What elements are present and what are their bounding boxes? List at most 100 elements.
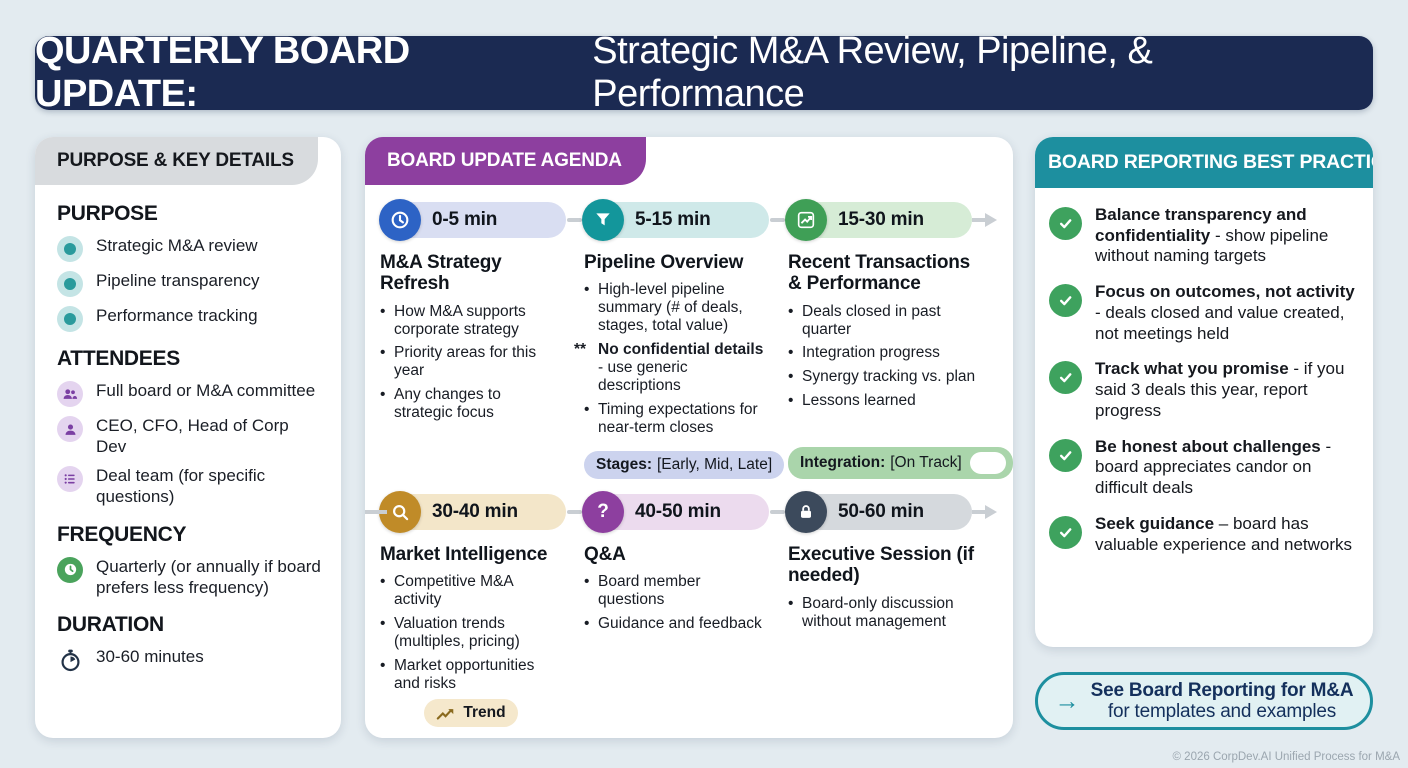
timeline-connector <box>770 218 785 222</box>
practice-text: Balance transparency and confidentiality… <box>1095 205 1359 267</box>
page-title-rest: Strategic M&A Review, Pipeline, & Perfor… <box>592 30 1153 115</box>
practice-rest: - show pipeline without naming targets <box>1095 225 1329 266</box>
practice-bold: Track what you promise <box>1095 359 1289 379</box>
bullet-dot-icon <box>57 236 83 262</box>
agenda-item-pipeline-overview: Pipeline Overview • High-level pipeline s… <box>574 241 788 491</box>
attendee-item-label: CEO, CFO, Head of Corp Dev <box>96 416 289 456</box>
check-icon <box>1049 284 1082 318</box>
note-bold: No confidential details <box>598 341 764 359</box>
person-icon <box>57 416 83 442</box>
bullet-text: Competitive M&A activity <box>394 573 513 609</box>
list-item: • Integration progress <box>788 344 940 362</box>
best-practices-header: BOARD REPORTING BEST PRACTICES <box>1035 137 1373 188</box>
question-icon: ? <box>582 491 624 533</box>
bullet-dot-icon <box>57 271 83 297</box>
list-item: • Guidance and feedback <box>584 615 762 633</box>
check-icon <box>1049 438 1082 472</box>
agenda-time-label: 30-40 min <box>432 501 518 522</box>
list-item: • Timing expectations for near-term close… <box>584 401 766 437</box>
practice-rest: - board appreciates candor on difficult … <box>1095 436 1332 498</box>
bullet-text: Lessons learned <box>802 392 916 410</box>
purpose-key-details-panel: PURPOSE & KEY DETAILS PURPOSE Strategic … <box>35 137 341 738</box>
practice-text: Focus on outcomes, not activity - deals … <box>1095 282 1359 344</box>
list-item: • Board member questions <box>584 573 766 609</box>
people-icon <box>57 381 83 407</box>
attendees-heading: ATTENDEES <box>57 347 180 370</box>
asterisk-marker: ** <box>574 341 587 359</box>
practice-item: Seek guidance – board has valuable exper… <box>1049 514 1359 555</box>
bullet-text: Synergy tracking vs. plan <box>802 368 976 386</box>
list-item: • Deals closed in past quarter <box>788 303 976 339</box>
agenda-pill-6: 50-60 min <box>785 491 972 533</box>
agenda-time-label: 0-5 min <box>432 209 498 230</box>
chart-up-icon <box>785 199 827 241</box>
check-icon <box>1049 207 1082 240</box>
badge-label: Stages: <box>596 456 652 473</box>
timeline-connector <box>567 218 582 222</box>
practice-text: Track what you promise - if you said 3 d… <box>1095 359 1359 421</box>
copyright-text: © 2026 CorpDev.AI Unified Process for M&… <box>1172 751 1401 763</box>
bullet-text: Board member questions <box>598 573 701 609</box>
stopwatch-icon <box>57 647 83 673</box>
list-item: 30-60 minutes <box>57 647 323 673</box>
list-item: Quarterly (or annually if board prefers … <box>57 556 323 598</box>
list-item: Full board or M&A committee <box>57 381 323 407</box>
toggle-indicator <box>969 452 1006 474</box>
timeline-arrow-icon <box>972 503 998 521</box>
stages-badge: Stages: [Early, Mid, Late] <box>584 451 785 479</box>
agenda-item-title: Q&A <box>584 544 626 565</box>
agenda-item-ma-strategy: M&A Strategy Refresh • How M&A supports c… <box>380 241 584 491</box>
practice-item: Track what you promise - if you said 3 d… <box>1049 359 1359 421</box>
agenda-item-market-intelligence: Market Intelligence • Competitive M&A act… <box>380 533 584 741</box>
agenda-item-title: Market Intelligence <box>380 544 548 565</box>
see-board-reporting-button[interactable]: → See Board Reporting for M&A for templa… <box>1035 672 1373 730</box>
bullet-text: Priority areas for this year <box>394 344 537 380</box>
lock-icon <box>785 491 827 533</box>
integration-badge: Integration: [On Track] <box>788 447 1013 479</box>
practice-text: Seek guidance – board has valuable exper… <box>1095 514 1359 555</box>
attendee-item-label: Deal team (for specific questions) <box>96 466 266 507</box>
bullet-dot-icon <box>57 306 83 332</box>
bullet-text: Timing expectations for near-term closes <box>598 401 758 437</box>
bullet-text: Valuation trends (multiples, pricing) <box>394 615 520 651</box>
badge-value: [Early, Mid, Late] <box>657 456 773 473</box>
bullet-text: Market opportunities and risks <box>394 657 535 693</box>
purpose-item-label: Pipeline transparency <box>96 271 260 290</box>
trend-badge: Trend <box>424 699 518 728</box>
practice-item: Focus on outcomes, not activity - deals … <box>1049 282 1359 344</box>
page-title-bold: QUARTERLY BOARD UPDATE: <box>35 30 410 115</box>
agenda-item-executive-session: Executive Session (if needed) • Board-onl… <box>788 533 998 741</box>
list-item: • Board-only discussion without managemen… <box>788 595 976 631</box>
agenda-time-label: 40-50 min <box>635 501 721 522</box>
check-icon <box>1049 361 1082 395</box>
agenda-item-qa: Q&A • Board member questions • Guidance an… <box>584 533 788 741</box>
agenda-pill-1: 0-5 min <box>379 199 566 241</box>
practice-bold: Focus on outcomes, not activity <box>1095 282 1355 302</box>
list-item: • Any changes to strategic focus <box>380 386 562 422</box>
trend-up-icon <box>437 708 454 720</box>
timeline-connector <box>770 510 785 514</box>
agenda-item-recent-transactions: Recent Transactions & Performance • Deals… <box>788 241 1013 491</box>
practice-text: Be honest about challenges - board appre… <box>1095 437 1359 499</box>
badge-label: Integration: <box>800 454 886 471</box>
list-item: CEO, CFO, Head of Corp Dev <box>57 416 323 457</box>
duration-item-label: 30-60 minutes <box>96 647 204 667</box>
magnifier-icon <box>379 491 421 533</box>
agenda-item-title: Executive Session (if needed) <box>788 544 974 587</box>
practice-bold: Balance transparency and confidentiality <box>1095 205 1307 245</box>
agenda-timeline-row: 30-40 min ? 40-50 min 50-60 min <box>365 491 998 533</box>
bullet-text: Board-only discussion without management <box>802 594 954 630</box>
practice-bold: Seek guidance <box>1095 513 1215 533</box>
timeline-connector <box>365 510 387 514</box>
list-item-note: ** No confidential details - use generic… <box>574 341 766 395</box>
practice-rest: - if you said 3 deals this year, report … <box>1095 359 1345 420</box>
arrow-right-icon: → <box>1054 686 1080 715</box>
purpose-item-label: Performance tracking <box>96 306 258 325</box>
agenda-time-label: 50-60 min <box>838 501 924 522</box>
board-update-agenda-panel: BOARD UPDATE AGENDA 0-5 min 5-15 min <box>365 137 1013 738</box>
list-item: Performance tracking <box>57 306 323 332</box>
bullet-text: How M&A supports corporate strategy <box>394 302 526 338</box>
agenda-pill-2: 5-15 min <box>582 199 769 241</box>
bullet-text: Any changes to strategic focus <box>394 386 501 422</box>
